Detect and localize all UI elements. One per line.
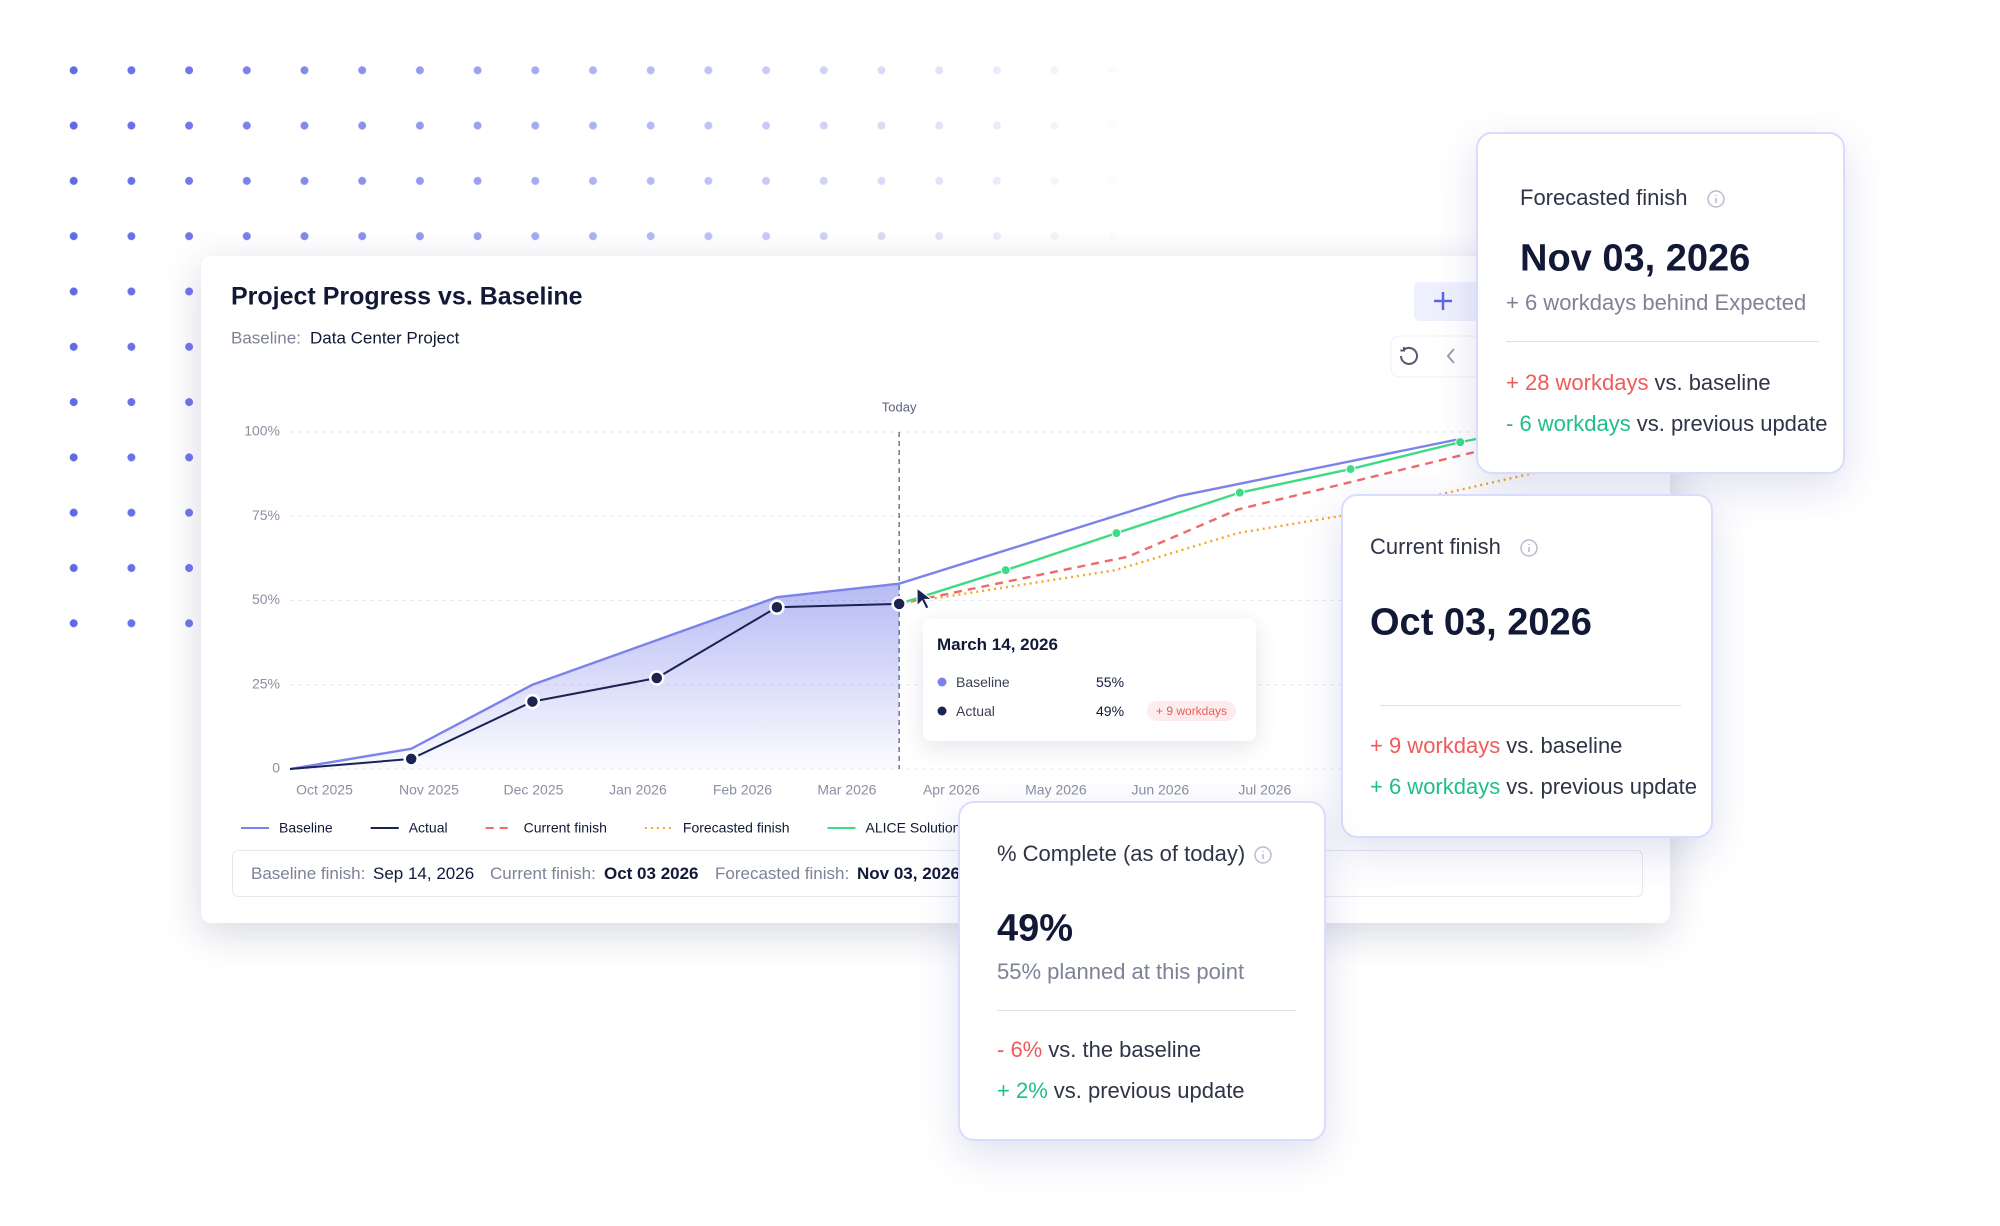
delta-text: vs. previous update <box>1053 1078 1245 1103</box>
card-title-text: Forecasted finish <box>1520 185 1688 210</box>
x-tick-label: Jan 2026 <box>609 782 667 798</box>
y-tick-label: 100% <box>244 423 280 439</box>
point <box>891 596 907 612</box>
card-title: Current finish <box>1370 534 1539 560</box>
nav-toolbar <box>1390 335 1482 378</box>
y-tick-label: 0 <box>272 760 280 776</box>
divider <box>1506 341 1819 342</box>
complete-card: % Complete (as of today) 49% 55% planned… <box>958 801 1326 1141</box>
point <box>403 751 419 767</box>
delta: - 6% <box>997 1037 1043 1062</box>
x-tick-label: Apr 2026 <box>923 782 980 798</box>
point <box>1111 528 1122 539</box>
delta: - 6 workdays <box>1506 411 1631 436</box>
card-line: + 2% vs. previous update <box>997 1078 1245 1104</box>
chart-title: Project Progress vs. Baseline <box>231 283 583 311</box>
footer-value: Oct 03 2026 <box>604 863 699 883</box>
point <box>1345 464 1356 475</box>
baseline-label: Baseline: <box>231 328 301 347</box>
card-value: Oct 03, 2026 <box>1370 601 1592 644</box>
y-tick-label: 25% <box>252 675 280 691</box>
card-line: - 6 workdays vs. previous update <box>1506 411 1828 437</box>
x-tick-label: Oct 2025 <box>296 782 353 798</box>
card-subtitle: + 6 workdays behind Expected <box>1506 290 1807 315</box>
footer-label: Baseline finish: <box>251 863 366 883</box>
delta: + 2% <box>997 1078 1048 1103</box>
tooltip-value: 55% <box>1096 674 1125 690</box>
point <box>1000 565 1011 576</box>
baseline-area <box>290 583 900 769</box>
tooltip-title: March 14, 2026 <box>937 635 1058 654</box>
plus-icon <box>1434 292 1452 310</box>
card-title-text: Current finish <box>1370 534 1501 559</box>
tooltip-dots <box>937 677 947 716</box>
point <box>524 693 541 710</box>
point <box>1234 487 1245 498</box>
legend-label: Actual <box>409 820 448 836</box>
x-tick-label: Dec 2025 <box>503 782 563 798</box>
series-line <box>289 437 1462 771</box>
tooltip-name: Baseline <box>956 674 1010 690</box>
info-icon[interactable] <box>1706 189 1726 209</box>
point <box>1455 437 1466 448</box>
footer-value: Sep 14, 2026 <box>373 863 475 883</box>
delta: + 9 workdays <box>1370 733 1501 758</box>
legend-label: Baseline <box>279 820 333 836</box>
footer-label: Current finish: <box>490 863 596 883</box>
footer-value: Nov 03, 2026 <box>857 863 961 883</box>
legend-label: Forecasted finish <box>683 820 790 836</box>
x-tick-label: Mar 2026 <box>817 782 876 798</box>
series-line <box>898 451 1475 606</box>
x-tick-label: Feb 2026 <box>713 782 772 798</box>
delta-text: vs. baseline <box>1506 733 1623 758</box>
tooltip-name: Actual <box>956 703 995 719</box>
card-title-text: % Complete (as of today) <box>997 841 1246 866</box>
tooltip: March 14, 2026 Baseline 55% Actual 49% +… <box>923 619 1256 741</box>
cursor <box>916 586 934 610</box>
card-value: Nov 03, 2026 <box>1520 237 1751 280</box>
divider <box>1380 705 1681 706</box>
today-label: Today <box>882 399 917 414</box>
card-value: 49% <box>997 907 1074 950</box>
divider <box>997 1010 1296 1011</box>
footer-label: Forecasted finish: <box>715 863 850 883</box>
legend-label: Current finish <box>524 820 607 836</box>
delta-text: vs. baseline <box>1654 370 1771 395</box>
card-title: % Complete (as of today) <box>997 841 1273 867</box>
tooltip-value: 49% <box>1096 703 1125 719</box>
delta: + 28 workdays <box>1506 370 1649 395</box>
card-line: + 6 workdays vs. previous update <box>1370 774 1697 800</box>
delta-text: vs. the baseline <box>1048 1037 1202 1062</box>
baseline-name: Data Center Project <box>310 328 460 347</box>
y-tick-label: 50% <box>252 591 280 607</box>
x-tick-label: Jun 2026 <box>1132 782 1190 798</box>
series-line <box>289 602 900 770</box>
forecasted-card: Forecasted finish Nov 03, 2026 + 6 workd… <box>1476 132 1845 474</box>
info-icon[interactable] <box>1519 538 1539 558</box>
reset-button[interactable] <box>1400 346 1418 365</box>
delta-text: vs. previous update <box>1636 411 1828 436</box>
current-card: Current finish Oct 03, 2026 + 9 workdays… <box>1341 494 1713 838</box>
card-subtitle: 55% planned at this point <box>997 959 1245 984</box>
x-tick-label: Nov 2025 <box>399 782 459 798</box>
prev-button[interactable] <box>1446 348 1455 364</box>
card-line: + 28 workdays vs. baseline <box>1506 370 1771 396</box>
point <box>769 599 785 615</box>
finish-summary: Baseline finish: Sep 14, 2026 Current fini… <box>232 850 1643 897</box>
tooltip-badge: + 9 workdays <box>1147 701 1237 721</box>
x-tick-label: May 2026 <box>1025 782 1087 798</box>
card-title: Forecasted finish <box>1520 185 1726 211</box>
card-line: + 9 workdays vs. baseline <box>1370 733 1622 759</box>
card-line: - 6% vs. the baseline <box>997 1037 1201 1063</box>
legend-label: ALICE Solution 7 <box>866 820 973 836</box>
delta: + 6 workdays <box>1370 774 1501 799</box>
x-tick-label: Jul 2026 <box>1238 782 1291 798</box>
point <box>648 670 665 686</box>
delta-text: vs. previous update <box>1506 774 1698 799</box>
info-icon[interactable] <box>1253 845 1273 865</box>
y-tick-label: 75% <box>252 507 280 523</box>
